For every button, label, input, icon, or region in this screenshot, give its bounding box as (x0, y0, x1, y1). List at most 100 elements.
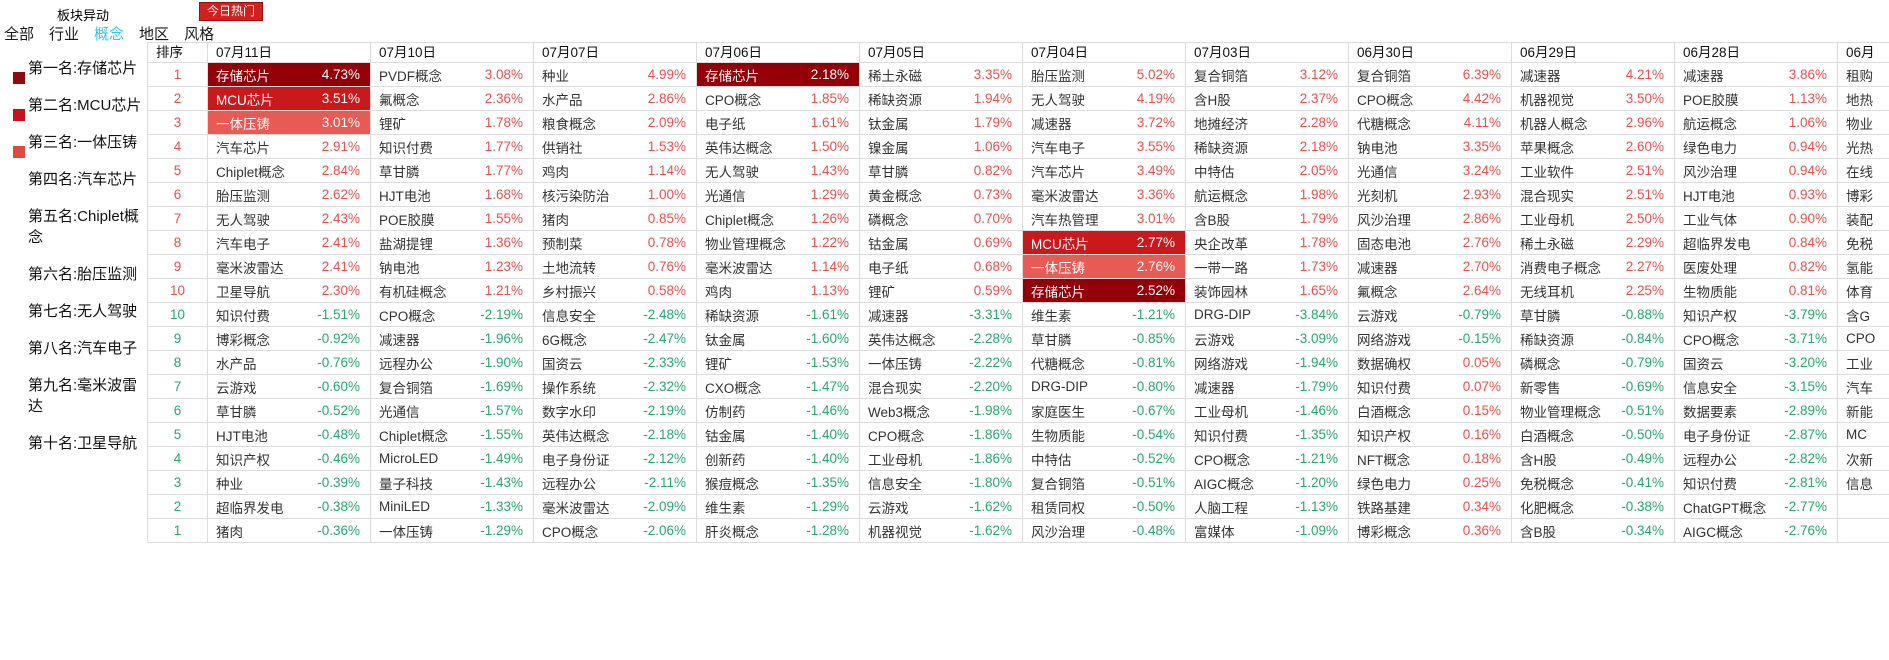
concept-cell[interactable]: 含B股 -0.34% (1512, 519, 1675, 543)
concept-cell[interactable]: 航运概念 1.06% (1675, 111, 1838, 135)
concept-cell[interactable]: 富媒体 -1.09% (1186, 519, 1349, 543)
concept-cell[interactable]: MCU芯片 3.51% (208, 87, 371, 111)
concept-cell[interactable]: 粮食概念 2.09% (534, 111, 697, 135)
concept-cell[interactable]: 创新药 -1.40% (697, 447, 860, 471)
sidebar-rank-item-2[interactable]: 第二名:MCU芯片 (0, 95, 147, 121)
concept-cell[interactable]: Chiplet概念 2.84% (208, 159, 371, 183)
concept-cell[interactable]: 毫米波雷达 1.14% (697, 255, 860, 279)
tab-concept[interactable]: 概念 (94, 26, 125, 43)
concept-cell[interactable]: 维生素 -1.21% (1023, 303, 1186, 327)
concept-cell[interactable]: 云游戏 -1.62% (860, 495, 1023, 519)
concept-cell[interactable]: 英伟达概念 1.50% (697, 135, 860, 159)
concept-cell[interactable]: 远程办公 -1.90% (371, 351, 534, 375)
concept-cell[interactable]: 无人驾驶 4.19% (1023, 87, 1186, 111)
concept-cell[interactable]: 减速器 2.70% (1349, 255, 1512, 279)
concept-cell[interactable]: 无线耳机 2.25% (1512, 279, 1675, 303)
concept-cell[interactable]: 中特估 2.05% (1186, 159, 1349, 183)
sidebar-rank-item-4[interactable]: 第四名:汽车芯片 (0, 169, 147, 190)
hot-badge[interactable]: 今日热门 (199, 2, 264, 21)
concept-cell[interactable]: Chiplet概念 -1.55% (371, 423, 534, 447)
concept-cell[interactable]: 复合铜箔 6.39% (1349, 63, 1512, 87)
concept-cell[interactable]: 知识付费 0.07% (1349, 375, 1512, 399)
concept-cell[interactable]: 博彩 (1838, 183, 1889, 207)
concept-cell[interactable]: 汽车热管理 3.01% (1023, 207, 1186, 231)
concept-cell[interactable]: 减速器 3.86% (1675, 63, 1838, 87)
concept-cell[interactable]: 中特估 -0.52% (1023, 447, 1186, 471)
concept-cell[interactable]: 稀缺资源 -0.84% (1512, 327, 1675, 351)
concept-cell[interactable]: 国资云 -3.20% (1675, 351, 1838, 375)
concept-cell[interactable]: 含H股 2.37% (1186, 87, 1349, 111)
concept-cell[interactable]: 消费电子概念 2.27% (1512, 255, 1675, 279)
concept-cell[interactable]: 网络游戏 -0.15% (1349, 327, 1512, 351)
concept-cell[interactable]: 钠电池 1.23% (371, 255, 534, 279)
concept-cell[interactable]: 铁路基建 0.34% (1349, 495, 1512, 519)
concept-cell[interactable]: 知识产权 -0.46% (208, 447, 371, 471)
concept-cell[interactable]: 维生素 -1.29% (697, 495, 860, 519)
concept-cell[interactable]: 在线 (1838, 159, 1889, 183)
concept-cell[interactable]: 减速器 3.72% (1023, 111, 1186, 135)
concept-cell[interactable]: 水产品 2.86% (534, 87, 697, 111)
concept-cell[interactable]: 复合铜箔 -1.69% (371, 375, 534, 399)
concept-cell[interactable]: 钴金属 0.69% (860, 231, 1023, 255)
concept-cell[interactable]: 电子身份证 -2.12% (534, 447, 697, 471)
concept-cell[interactable] (1838, 495, 1889, 519)
concept-cell[interactable]: PVDF概念 3.08% (371, 63, 534, 87)
concept-cell[interactable]: 云游戏 -0.60% (208, 375, 371, 399)
concept-cell[interactable]: Web3概念 -1.98% (860, 399, 1023, 423)
concept-cell[interactable]: 光通信 -1.57% (371, 399, 534, 423)
concept-cell[interactable]: 国资云 -2.33% (534, 351, 697, 375)
concept-cell[interactable]: 无人驾驶 1.43% (697, 159, 860, 183)
concept-cell[interactable]: 存储芯片 2.18% (697, 63, 860, 87)
concept-cell[interactable]: 减速器 -1.79% (1186, 375, 1349, 399)
concept-cell[interactable]: 6G概念 -2.47% (534, 327, 697, 351)
concept-cell[interactable]: 一体压铸 3.01% (208, 111, 371, 135)
concept-cell[interactable]: POE胶膜 1.13% (1675, 87, 1838, 111)
concept-cell[interactable]: 数据要素 -2.89% (1675, 399, 1838, 423)
tab-style[interactable]: 风格 (184, 26, 215, 43)
concept-cell[interactable]: 镍金属 1.06% (860, 135, 1023, 159)
concept-cell[interactable]: 免税概念 -0.41% (1512, 471, 1675, 495)
concept-cell[interactable]: 知识付费 -2.81% (1675, 471, 1838, 495)
concept-cell[interactable]: 钛金属 -1.60% (697, 327, 860, 351)
concept-cell[interactable]: 鸡肉 1.13% (697, 279, 860, 303)
concept-cell[interactable]: 锂矿 1.78% (371, 111, 534, 135)
concept-cell[interactable]: 种业 4.99% (534, 63, 697, 87)
concept-cell[interactable]: 黄金概念 0.73% (860, 183, 1023, 207)
concept-cell[interactable]: 工业软件 2.51% (1512, 159, 1675, 183)
concept-cell[interactable]: 毫米波雷达 -2.09% (534, 495, 697, 519)
concept-cell[interactable]: 租购 (1838, 63, 1889, 87)
concept-cell[interactable]: 博彩概念 -0.92% (208, 327, 371, 351)
concept-cell[interactable]: 网络游戏 -1.94% (1186, 351, 1349, 375)
concept-cell[interactable]: 知识付费 -1.51% (208, 303, 371, 327)
concept-cell[interactable]: 信息安全 -3.15% (1675, 375, 1838, 399)
concept-cell[interactable]: Chiplet概念 1.26% (697, 207, 860, 231)
concept-cell[interactable]: 信息安全 -2.48% (534, 303, 697, 327)
concept-cell[interactable]: 光通信 3.24% (1349, 159, 1512, 183)
concept-cell[interactable]: 光通信 1.29% (697, 183, 860, 207)
concept-cell[interactable]: 工业母机 2.50% (1512, 207, 1675, 231)
concept-cell[interactable]: 信息安全 -1.80% (860, 471, 1023, 495)
concept-cell[interactable]: 一体压铸 -2.22% (860, 351, 1023, 375)
concept-cell[interactable]: 氟概念 2.64% (1349, 279, 1512, 303)
concept-cell[interactable]: 工业母机 -1.46% (1186, 399, 1349, 423)
concept-cell[interactable]: 复合铜箔 -0.51% (1023, 471, 1186, 495)
concept-cell[interactable]: 无人驾驶 2.43% (208, 207, 371, 231)
concept-cell[interactable]: 汽车芯片 3.49% (1023, 159, 1186, 183)
concept-cell[interactable]: 绿色电力 0.94% (1675, 135, 1838, 159)
concept-cell[interactable]: 钛金属 1.79% (860, 111, 1023, 135)
sidebar-rank-item-7[interactable]: 第七名:无人驾驶 (0, 301, 147, 322)
concept-cell[interactable]: 固态电池 2.76% (1349, 231, 1512, 255)
concept-cell[interactable]: 电子纸 1.61% (697, 111, 860, 135)
concept-cell[interactable]: 云游戏 -3.09% (1186, 327, 1349, 351)
sidebar-rank-item-3[interactable]: 第三名:一体压铸 (0, 132, 147, 158)
concept-cell[interactable]: 机器视觉 -1.62% (860, 519, 1023, 543)
concept-cell[interactable]: 风沙治理 0.94% (1675, 159, 1838, 183)
concept-cell[interactable]: HJT电池 0.93% (1675, 183, 1838, 207)
concept-cell[interactable]: 远程办公 -2.11% (534, 471, 697, 495)
concept-cell[interactable]: 毫米波雷达 2.41% (208, 255, 371, 279)
concept-cell[interactable]: 草甘膦 -0.52% (208, 399, 371, 423)
concept-cell[interactable]: 白酒概念 0.15% (1349, 399, 1512, 423)
concept-cell[interactable]: 一体压铸 -1.29% (371, 519, 534, 543)
concept-cell[interactable]: 一体压铸 2.76% (1023, 255, 1186, 279)
concept-cell[interactable]: 汽车 (1838, 375, 1889, 399)
